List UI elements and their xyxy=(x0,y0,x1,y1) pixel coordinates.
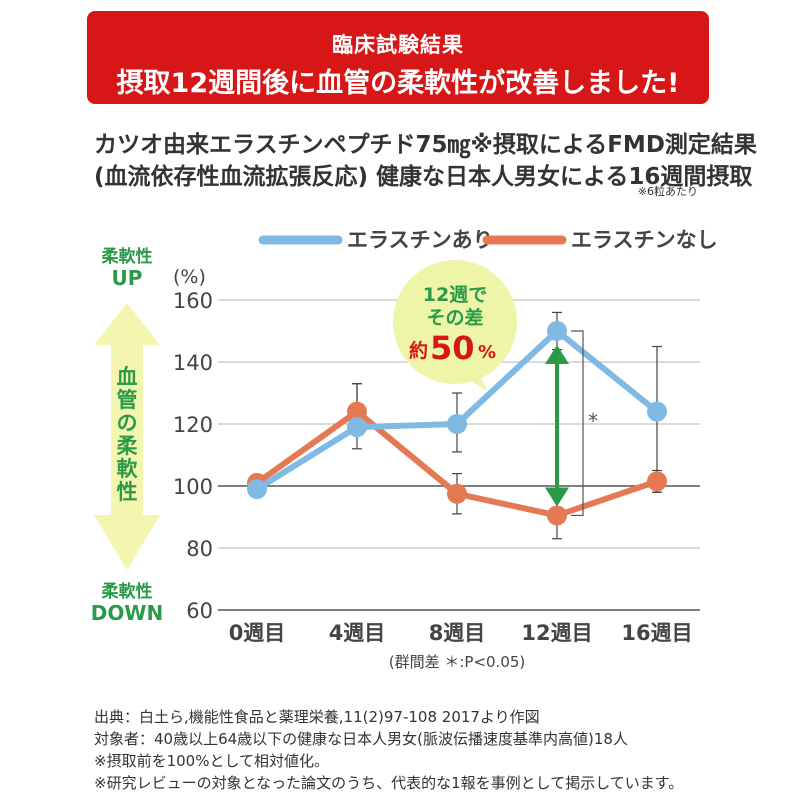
y-tick-label: 80 xyxy=(186,537,213,561)
x-axis-note: (群間差 ＊:P<0.05) xyxy=(389,653,526,671)
x-tick-label: 0週目 xyxy=(229,621,286,645)
x-tick-label: 16週目 xyxy=(621,621,692,645)
data-point xyxy=(447,483,467,504)
y-axis-unit: (%) xyxy=(173,266,206,288)
banner-headline: 摂取12週間後に血管の柔軟性が改善しました! xyxy=(116,68,680,99)
flex-down-label: 柔軟性 xyxy=(102,581,153,602)
significance-mark: * xyxy=(588,409,598,433)
y-tick-label: 140 xyxy=(173,351,213,375)
banner-subtitle: 臨床試験結果 xyxy=(332,33,464,57)
flex-center-char: の xyxy=(117,411,138,435)
flex-center-char: 血 xyxy=(117,365,138,389)
footnote-review: ※研究レビューの対象となった論文のうち、代表的な1報を事例として掲示しています。 xyxy=(94,774,684,792)
footnote-source: 出典：白土ら,機能性食品と薬理栄養,11(2)97-108 2017より作図 xyxy=(94,708,540,726)
flex-center-char: 柔 xyxy=(117,434,139,458)
y-tick-label: 120 xyxy=(173,413,213,437)
data-point xyxy=(647,471,667,492)
y-tick-label: 100 xyxy=(173,475,213,499)
y-tick-label: 160 xyxy=(173,289,213,313)
x-tick-label: 8週目 xyxy=(429,621,486,645)
callout-line1: 12週で xyxy=(423,284,487,306)
callout-value: 50 xyxy=(430,329,475,367)
data-point xyxy=(547,321,567,341)
chart-title-line1: カツオ由来エラスチンペプチド75㎎※摂取によるFMD測定結果 xyxy=(94,132,757,158)
legend-label: エラスチンなし xyxy=(571,228,718,252)
flex-down-sub: DOWN xyxy=(91,601,163,625)
significance-bracket xyxy=(571,330,584,517)
dose-note: ※6粒あたり xyxy=(637,185,698,198)
callout-line2: その差 xyxy=(426,306,483,329)
flex-center-char: 管 xyxy=(117,388,138,412)
callout-suffix: % xyxy=(478,342,496,363)
data-point xyxy=(647,401,667,422)
chart-title-line2: (血流依存性血流拡張反応) 健康な日本人男女による16週間摂取 xyxy=(94,164,753,190)
flex-center-char: 性 xyxy=(117,480,138,504)
callout-bubble xyxy=(393,260,517,384)
data-point xyxy=(347,401,367,422)
footnote-relative: ※摂取前を100%として相対値化。 xyxy=(94,752,330,770)
x-tick-label: 12週目 xyxy=(521,621,592,645)
x-tick-label: 4週目 xyxy=(329,621,386,645)
footnote-subjects: 対象者：40歳以上64歳以下の健康な日本人男女(脈波伝播速度基準内高値)18人 xyxy=(94,730,628,748)
flex-up-label: 柔軟性 xyxy=(102,246,153,267)
difference-arrow-head-up xyxy=(545,345,569,364)
callout-prefix: 約 xyxy=(409,339,428,362)
data-point xyxy=(347,417,367,438)
data-point xyxy=(547,505,567,526)
flex-center-char: 軟 xyxy=(117,457,139,481)
legend-label: エラスチンあり xyxy=(347,228,494,252)
data-point xyxy=(447,414,467,434)
y-tick-label: 60 xyxy=(186,599,213,623)
result-banner: 臨床試験結果 摂取12週間後に血管の柔軟性が改善しました! xyxy=(87,11,709,104)
difference-arrow-head-down xyxy=(545,487,569,507)
data-point xyxy=(247,479,267,500)
flex-up-sub: UP xyxy=(112,266,143,290)
flexibility-arrow xyxy=(94,303,160,570)
